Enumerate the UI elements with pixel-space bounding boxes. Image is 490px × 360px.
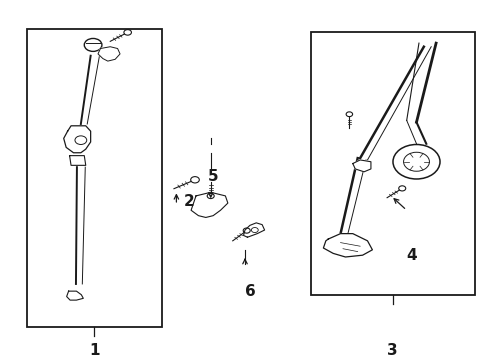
Polygon shape — [244, 223, 265, 237]
Text: 6: 6 — [245, 284, 255, 299]
Text: 2: 2 — [183, 194, 194, 209]
Polygon shape — [64, 126, 91, 153]
Polygon shape — [323, 234, 372, 257]
Bar — [27, 29, 162, 327]
Text: 5: 5 — [208, 168, 219, 184]
Polygon shape — [191, 192, 228, 217]
Text: 3: 3 — [387, 343, 397, 358]
Polygon shape — [98, 47, 120, 61]
Bar — [311, 32, 475, 295]
Text: 1: 1 — [89, 343, 99, 358]
Text: 4: 4 — [406, 248, 417, 263]
Polygon shape — [353, 160, 371, 172]
Polygon shape — [70, 156, 86, 165]
Polygon shape — [67, 291, 83, 300]
